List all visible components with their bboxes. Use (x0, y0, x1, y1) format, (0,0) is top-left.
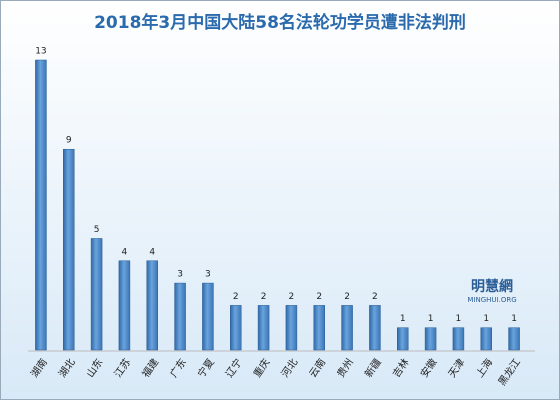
data-label: 1 (400, 314, 406, 324)
watermark-title: 明慧網 (471, 278, 513, 295)
bar (369, 305, 381, 351)
watermark-subtitle: MINGHUI.ORG (467, 296, 516, 304)
bar (397, 327, 409, 351)
bar (341, 305, 353, 351)
data-label: 2 (289, 292, 295, 302)
data-label: 13 (35, 47, 46, 57)
bar (202, 282, 214, 351)
bar (90, 238, 103, 351)
bar (424, 327, 437, 351)
data-label: 1 (428, 314, 434, 324)
data-label: 1 (511, 314, 517, 324)
data-label: 2 (261, 292, 267, 302)
bar (63, 148, 75, 351)
data-label: 2 (233, 292, 239, 302)
bar (508, 327, 520, 351)
data-label: 9 (66, 136, 72, 146)
data-label: 1 (483, 314, 489, 324)
bar (452, 327, 465, 351)
bar (285, 305, 298, 351)
data-label: 3 (205, 270, 211, 280)
bar (480, 327, 492, 351)
data-label: 5 (94, 225, 100, 235)
data-label: 4 (122, 247, 128, 257)
data-label: 2 (372, 292, 378, 302)
bar (146, 260, 158, 351)
bar (35, 59, 47, 351)
bar (174, 282, 186, 351)
bar (118, 260, 131, 351)
data-label: 4 (149, 247, 155, 257)
data-label: 2 (316, 292, 322, 302)
data-label: 2 (344, 292, 350, 302)
data-label: 3 (177, 270, 183, 280)
data-label: 1 (456, 314, 462, 324)
chart-title: 2018年3月中国大陆58名法轮功学员遭非法判刑 (94, 12, 466, 33)
bar (257, 305, 270, 351)
bar (313, 305, 325, 351)
bar (230, 305, 242, 351)
